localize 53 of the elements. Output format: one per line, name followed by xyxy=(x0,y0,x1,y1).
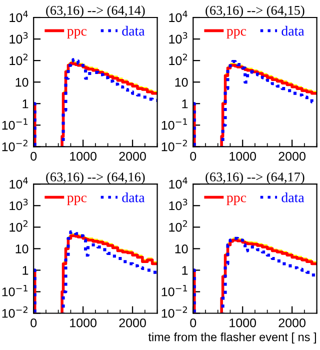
x-tick-label: 1000 xyxy=(70,318,96,328)
chart-title: (63,16) --> (64,17) xyxy=(206,172,304,184)
chart-title: (63,16) --> (64,16) xyxy=(46,172,145,184)
legend-label: ppc xyxy=(67,196,87,206)
chart-title: (63,16) --> (64,15) xyxy=(206,6,304,18)
x-tick-label: 2000 xyxy=(119,318,146,328)
y-tick-label: 10$^{−2}$ xyxy=(162,306,187,318)
y-tick-label: 10$^{3}$ xyxy=(169,32,188,44)
y-tick-label: 10$^{4}$ xyxy=(10,177,28,189)
x-tick-label: 2000 xyxy=(278,152,306,161)
y-tick-label: 1 xyxy=(22,100,28,108)
y-tick-label: 10$^{−1}$ xyxy=(162,118,188,130)
y-tick-label: 10$^{2}$ xyxy=(10,54,28,66)
y-tick-label: 1 xyxy=(182,266,188,275)
x-tick-label: 2000 xyxy=(119,152,146,161)
y-tick-label: 1 xyxy=(22,266,28,275)
x-tick-label: 0 xyxy=(30,152,37,161)
text: ppc xyxy=(226,196,246,206)
y-tick-label: 10 xyxy=(175,78,188,87)
legend-label: ppc xyxy=(67,29,87,39)
y-tick-label: 10$^{3}$ xyxy=(169,198,188,210)
y-tick-label: 10$^{−2}$ xyxy=(2,140,28,152)
x-tick-label: 0 xyxy=(190,152,196,161)
y-tick-label: 10$^{2}$ xyxy=(169,220,187,232)
y-tick-label: 10 xyxy=(16,244,28,254)
y-tick-label: 10$^{4}$ xyxy=(169,10,188,22)
x-axis-title: time from the flasher event [ ns ] xyxy=(148,332,316,344)
legend-label: data xyxy=(282,26,304,36)
legend-label: data xyxy=(122,192,145,202)
y-tick-label: 10$^{2}$ xyxy=(169,54,187,66)
y-tick-label: 1 xyxy=(182,100,188,108)
y-tick-label: 10 xyxy=(175,244,188,254)
legend-label: data xyxy=(122,26,145,36)
y-tick-label: 10 xyxy=(16,78,28,87)
y-tick-label: 10$^{−1}$ xyxy=(162,285,188,296)
chart-title: (63,16) --> (64,14) xyxy=(46,6,145,18)
legend-label: data xyxy=(282,192,304,202)
x-tick-label: 1000 xyxy=(230,152,256,161)
y-tick-label: 10$^{3}$ xyxy=(10,198,28,210)
y-tick-label: 10$^{4}$ xyxy=(10,10,28,22)
x-tick-label: 1000 xyxy=(230,318,256,328)
y-tick-label: 10$^{−1}$ xyxy=(2,285,28,296)
y-tick-label: 10$^{−2}$ xyxy=(2,306,28,318)
y-tick-label: 10$^{−1}$ xyxy=(2,118,28,130)
y-tick-label: 10$^{3}$ xyxy=(10,32,28,44)
x-tick-label: 1000 xyxy=(70,152,96,161)
x-tick-label: 0 xyxy=(30,318,37,328)
y-tick-label: 10$^{4}$ xyxy=(169,177,188,189)
y-tick-label: 10$^{2}$ xyxy=(10,220,28,232)
x-tick-label: 2000 xyxy=(278,318,306,328)
y-tick-label: 10$^{−2}$ xyxy=(162,140,187,152)
series-label: ppc xyxy=(226,29,246,39)
x-tick-label: 0 xyxy=(190,318,196,328)
